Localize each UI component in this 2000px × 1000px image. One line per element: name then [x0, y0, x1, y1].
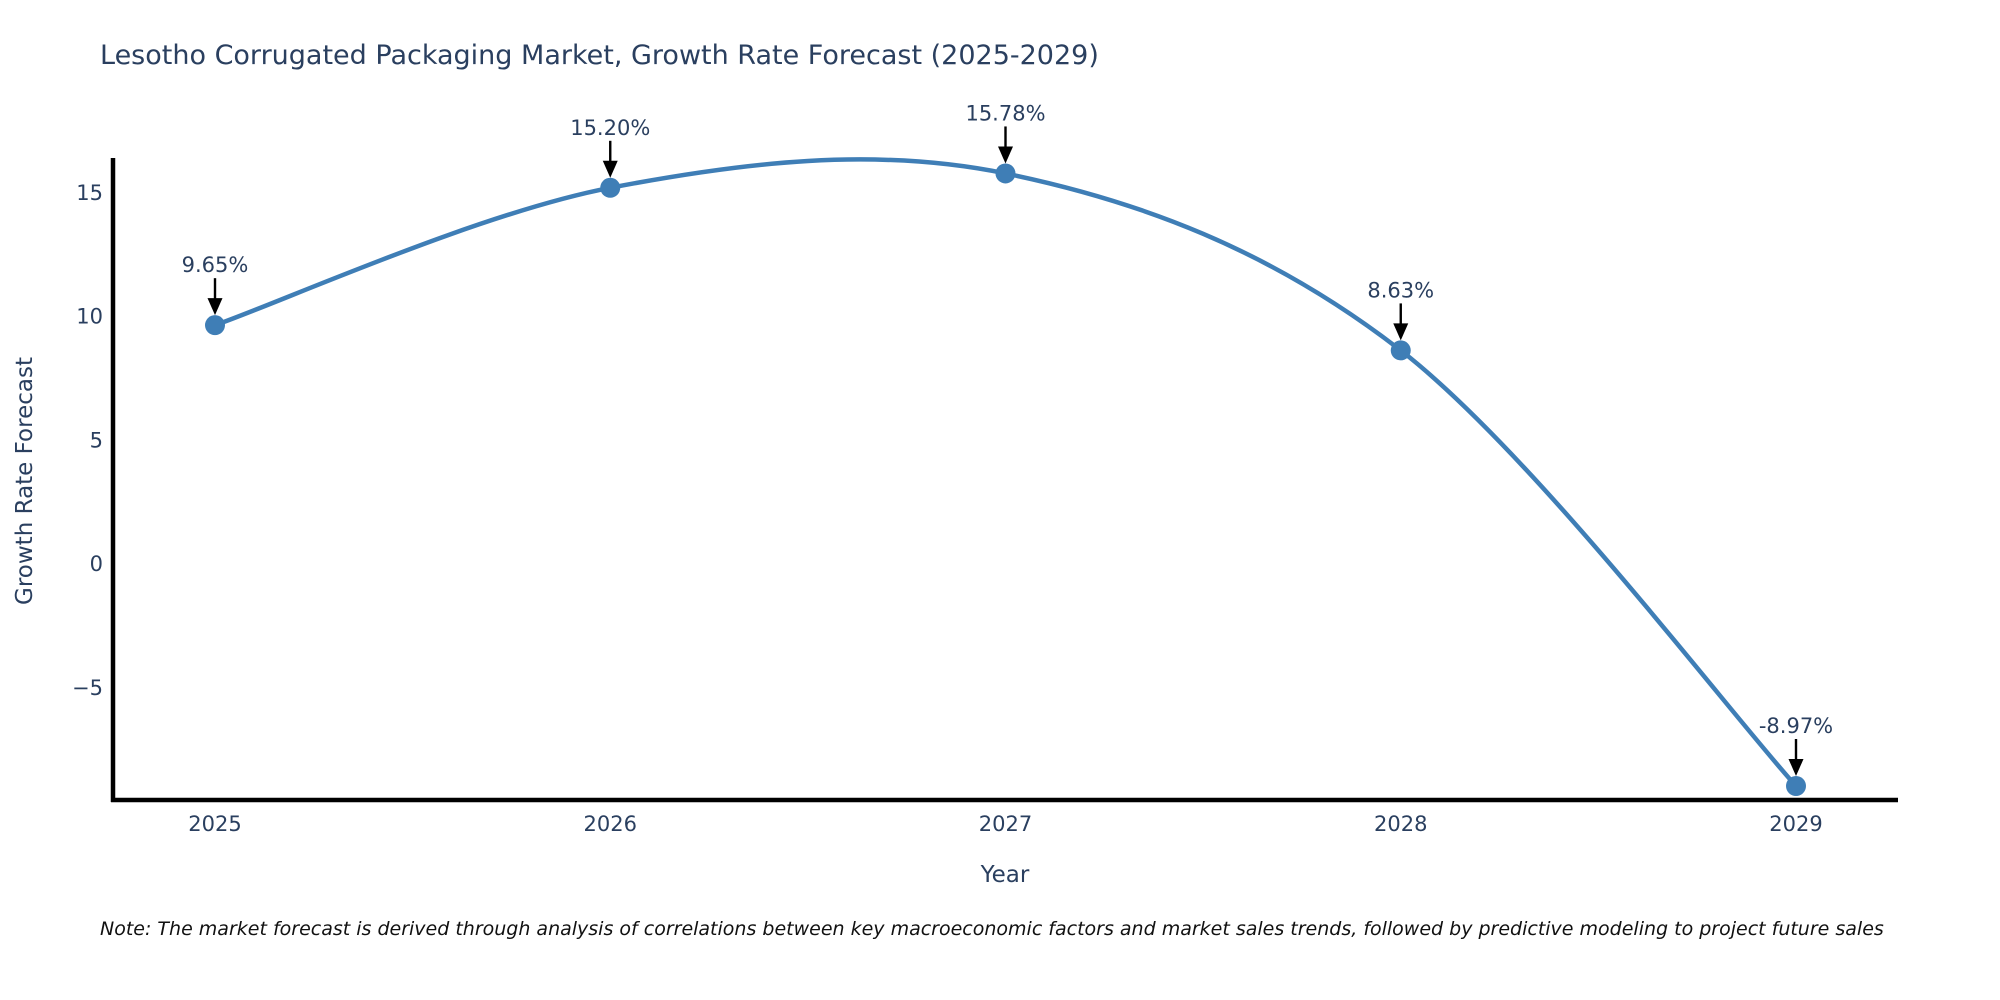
x-tick-label: 2029: [1769, 812, 1822, 836]
annotation-arrowhead: [1393, 323, 1409, 341]
annotation-arrowhead: [207, 298, 223, 316]
x-tick-label: 2025: [188, 812, 241, 836]
chart-title: Lesotho Corrugated Packaging Market, Gro…: [100, 40, 1099, 71]
data-point-marker: [600, 177, 621, 198]
annotation-label: 15.20%: [570, 116, 650, 140]
data-point-marker: [995, 163, 1016, 184]
y-tick-label: 10: [76, 305, 103, 329]
y-tick-label: 0: [90, 552, 103, 576]
footnote: Note: The market forecast is derived thr…: [100, 918, 1884, 940]
annotation-arrowhead: [602, 160, 618, 178]
y-tick-label: 5: [90, 428, 103, 452]
y-tick-label: −5: [72, 676, 103, 700]
forecast-curve: [212, 157, 1799, 789]
annotation-arrowhead: [998, 146, 1013, 164]
annotation-label: 15.78%: [965, 101, 1045, 125]
x-axis-title: Year: [980, 862, 1030, 888]
annotation-label: 8.63%: [1367, 278, 1434, 302]
annotation-label: 9.65%: [182, 253, 249, 277]
data-point-marker: [205, 315, 225, 336]
annotation-label: -8.97%: [1759, 714, 1833, 738]
annotation-arrowhead: [1788, 759, 1804, 777]
data-point-marker: [1786, 776, 1806, 797]
x-tick-label: 2026: [584, 812, 637, 836]
x-tick-label: 2028: [1374, 812, 1427, 836]
data-point-marker: [1390, 340, 1411, 361]
y-tick-label: 15: [76, 181, 103, 205]
y-axis-title: Growth Rate Forecast: [12, 357, 38, 605]
x-tick-label: 2027: [979, 812, 1032, 836]
